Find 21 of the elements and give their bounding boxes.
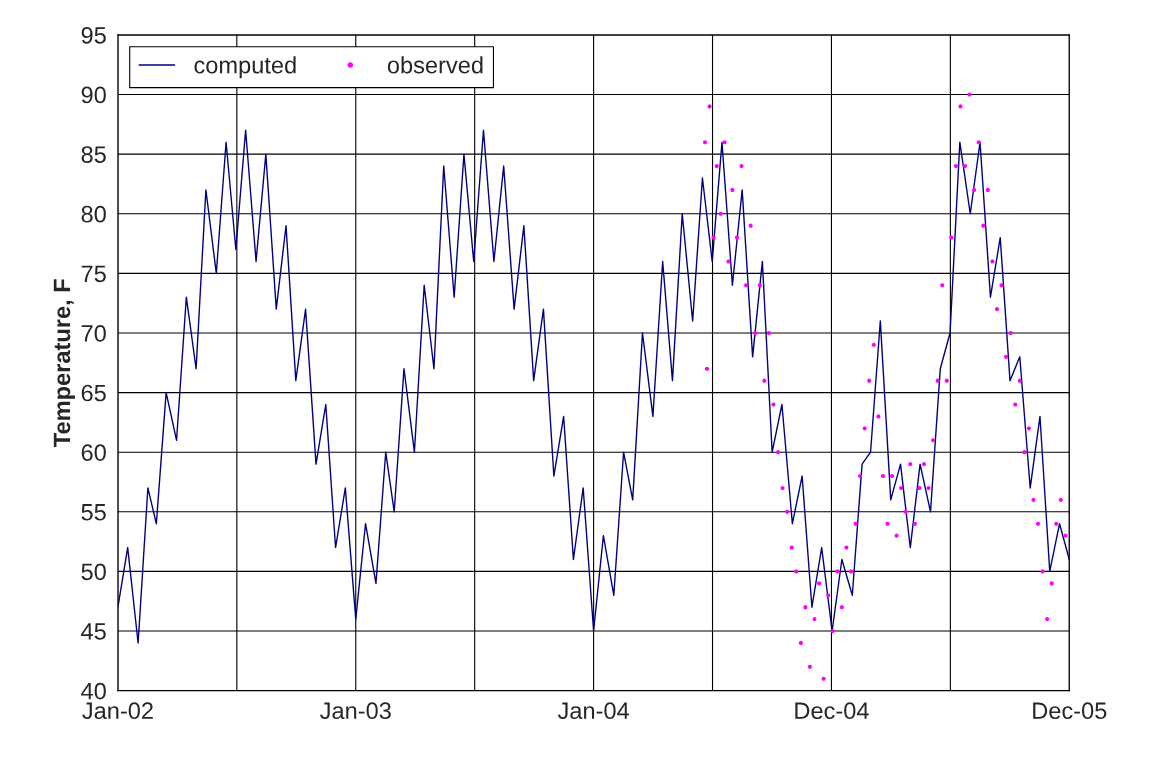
x-tick-label: Jan-03 bbox=[320, 702, 391, 720]
y-tick-label: 60 bbox=[81, 444, 106, 461]
y-tick-label: 40 bbox=[81, 682, 106, 700]
y-tick-label: 45 bbox=[81, 623, 106, 640]
y-tick-label: 65 bbox=[81, 384, 106, 402]
y-tick-label: 80 bbox=[81, 205, 106, 223]
y-tick-label: 90 bbox=[81, 86, 106, 104]
y-axis-title: Temperature, F bbox=[53, 279, 75, 447]
x-tick-label: Jan-04 bbox=[557, 702, 630, 720]
legend-label: computed bbox=[194, 56, 296, 79]
x-tick-label: Dec-04 bbox=[795, 702, 869, 720]
x-tick-label: Dec-05 bbox=[1033, 702, 1107, 720]
y-tick-label: 75 bbox=[81, 265, 106, 283]
y-tick-label: 70 bbox=[81, 325, 106, 342]
y-tick-label: 50 bbox=[81, 563, 106, 581]
x-tick-label: Jan-02 bbox=[82, 702, 153, 720]
y-tick-label: 55 bbox=[81, 504, 106, 521]
legend-label: observed bbox=[387, 56, 483, 74]
y-tick-label: 85 bbox=[81, 146, 106, 163]
line-series bbox=[117, 129, 1070, 644]
y-tick-label: 95 bbox=[81, 26, 106, 44]
